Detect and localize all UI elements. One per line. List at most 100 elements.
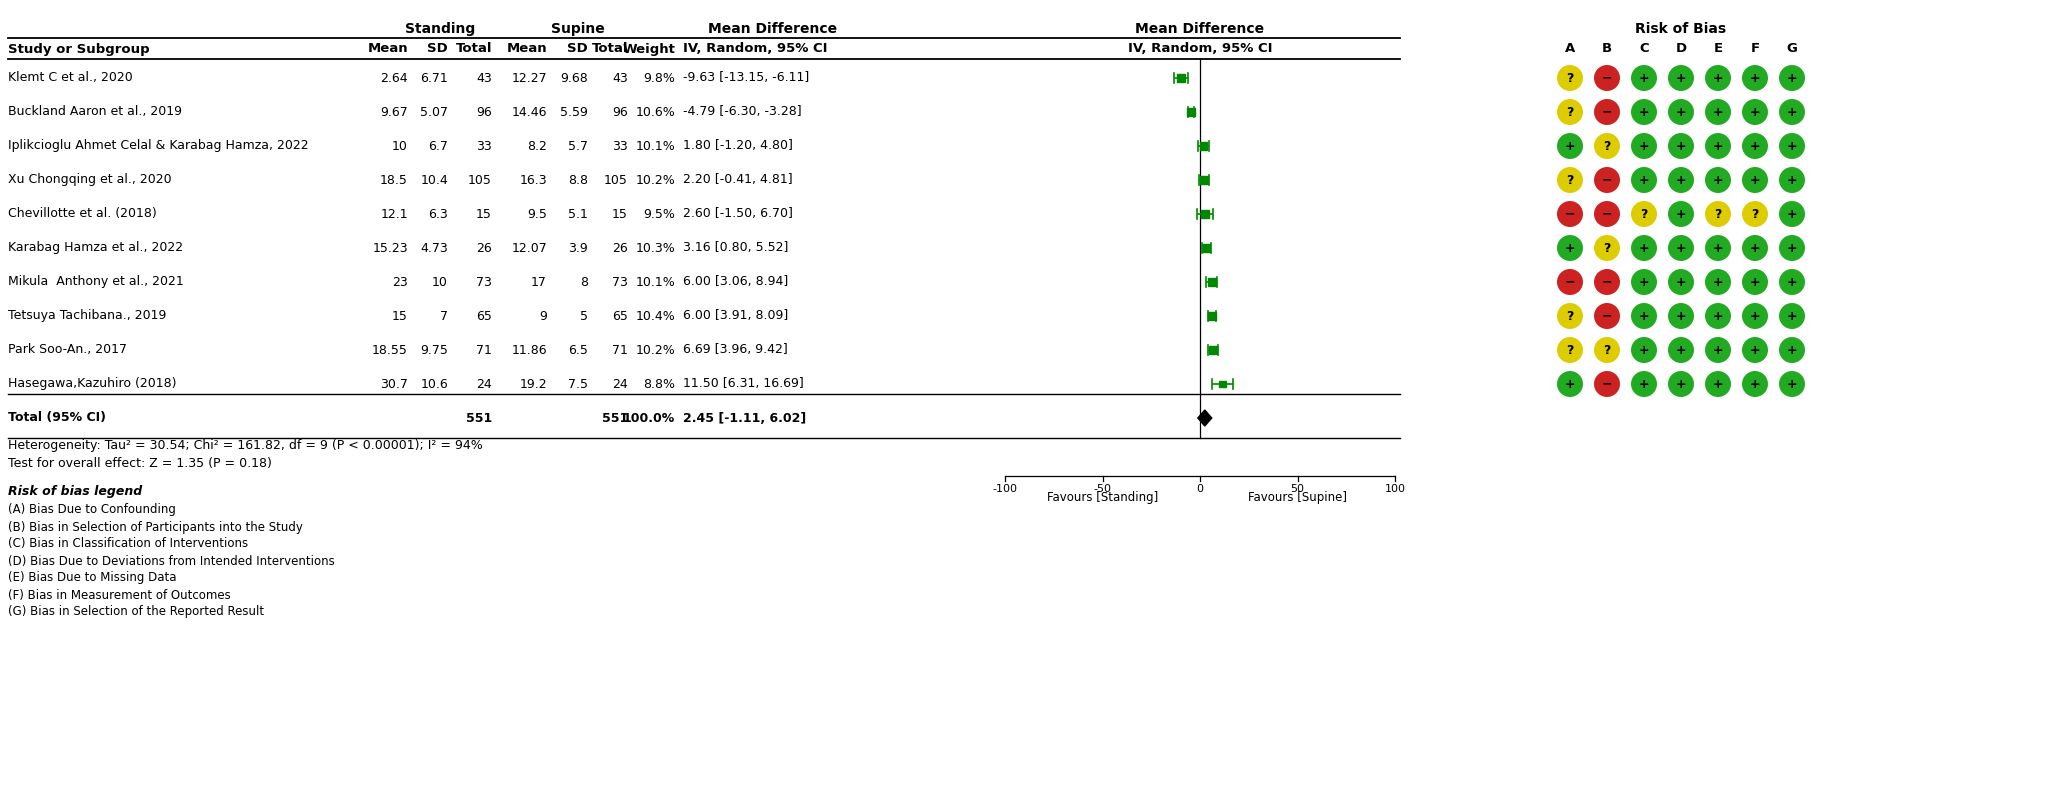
Circle shape [1779, 371, 1806, 397]
Text: (G) Bias in Selection of the Reported Result: (G) Bias in Selection of the Reported Re… [8, 606, 264, 619]
Text: 551: 551 [601, 411, 628, 424]
Circle shape [1742, 99, 1769, 125]
Text: −: − [1602, 310, 1612, 323]
Text: +: + [1565, 139, 1575, 152]
Circle shape [1631, 133, 1657, 159]
Text: 15: 15 [476, 208, 492, 221]
Text: 33: 33 [476, 139, 492, 152]
Text: Test for overall effect: Z = 1.35 (P = 0.18): Test for overall effect: Z = 1.35 (P = 0… [8, 457, 272, 470]
Circle shape [1705, 269, 1732, 295]
Circle shape [1742, 235, 1769, 261]
Text: +: + [1713, 344, 1723, 357]
Text: +: + [1639, 242, 1649, 255]
Circle shape [1631, 167, 1657, 193]
Bar [1202, 210, 1209, 217]
Text: E: E [1713, 42, 1723, 55]
Text: 71: 71 [612, 344, 628, 357]
Text: Mean Difference: Mean Difference [708, 22, 838, 36]
Text: +: + [1750, 344, 1760, 357]
Text: −: − [1602, 377, 1612, 391]
Text: 73: 73 [476, 276, 492, 289]
Text: 10: 10 [432, 276, 449, 289]
Text: 9.75: 9.75 [420, 344, 449, 357]
Text: 24: 24 [476, 377, 492, 391]
Circle shape [1668, 65, 1695, 91]
Circle shape [1668, 99, 1695, 125]
Text: 6.7: 6.7 [428, 139, 449, 152]
Text: (A) Bias Due to Confounding: (A) Bias Due to Confounding [8, 504, 175, 517]
Text: 3.16 [0.80, 5.52]: 3.16 [0.80, 5.52] [684, 242, 789, 255]
Text: +: + [1713, 71, 1723, 84]
Circle shape [1557, 65, 1583, 91]
Circle shape [1742, 167, 1769, 193]
Text: 12.07: 12.07 [511, 242, 548, 255]
Circle shape [1557, 235, 1583, 261]
Text: Iplikcioglu Ahmet Celal & Karabag Hamza, 2022: Iplikcioglu Ahmet Celal & Karabag Hamza,… [8, 139, 309, 152]
Text: Karabag Hamza et al., 2022: Karabag Hamza et al., 2022 [8, 242, 183, 255]
Text: SD: SD [428, 42, 449, 55]
Text: +: + [1750, 242, 1760, 255]
Text: +: + [1676, 344, 1686, 357]
Circle shape [1594, 303, 1620, 329]
Bar [1209, 312, 1215, 320]
Text: +: + [1676, 174, 1686, 187]
Circle shape [1631, 99, 1657, 125]
Text: 6.00 [3.06, 8.94]: 6.00 [3.06, 8.94] [684, 276, 789, 289]
Text: ?: ? [1641, 208, 1647, 221]
Text: Risk of bias legend: Risk of bias legend [8, 486, 142, 499]
Circle shape [1594, 167, 1620, 193]
Text: -9.63 [-13.15, -6.11]: -9.63 [-13.15, -6.11] [684, 71, 809, 84]
Text: 15.23: 15.23 [373, 242, 408, 255]
Text: 5.07: 5.07 [420, 105, 449, 118]
Text: 7.5: 7.5 [568, 377, 589, 391]
Text: 17: 17 [531, 276, 548, 289]
Text: 9.67: 9.67 [381, 105, 408, 118]
Text: 24: 24 [612, 377, 628, 391]
Text: Supine: Supine [550, 22, 605, 36]
Circle shape [1668, 337, 1695, 363]
Circle shape [1594, 99, 1620, 125]
Text: +: + [1639, 71, 1649, 84]
Text: +: + [1639, 174, 1649, 187]
Text: 5: 5 [581, 310, 589, 323]
Circle shape [1631, 269, 1657, 295]
Text: 26: 26 [476, 242, 492, 255]
Text: D: D [1676, 42, 1686, 55]
Text: 30.7: 30.7 [381, 377, 408, 391]
Text: F: F [1750, 42, 1760, 55]
Text: +: + [1787, 242, 1798, 255]
Circle shape [1779, 133, 1806, 159]
Circle shape [1631, 65, 1657, 91]
Bar [1209, 346, 1217, 354]
Text: 10.1%: 10.1% [636, 276, 675, 289]
Text: 2.64: 2.64 [381, 71, 408, 84]
Text: 33: 33 [612, 139, 628, 152]
Text: 2.45 [-1.11, 6.02]: 2.45 [-1.11, 6.02] [684, 411, 807, 424]
Circle shape [1705, 167, 1732, 193]
Text: +: + [1750, 276, 1760, 289]
Bar [1219, 380, 1225, 388]
Circle shape [1594, 337, 1620, 363]
Text: 5.1: 5.1 [568, 208, 589, 221]
Text: 10.3%: 10.3% [636, 242, 675, 255]
Text: ?: ? [1567, 105, 1573, 118]
Circle shape [1557, 133, 1583, 159]
Text: 100: 100 [1384, 484, 1406, 494]
Text: ?: ? [1604, 139, 1610, 152]
Text: 14.46: 14.46 [511, 105, 548, 118]
Text: 8.2: 8.2 [527, 139, 548, 152]
Bar [1209, 278, 1215, 285]
Text: −: − [1602, 208, 1612, 221]
Text: 65: 65 [476, 310, 492, 323]
Text: ?: ? [1567, 174, 1573, 187]
Circle shape [1779, 269, 1806, 295]
Text: Favours [Standing]: Favours [Standing] [1046, 491, 1157, 504]
Circle shape [1779, 167, 1806, 193]
Text: 10.4: 10.4 [420, 174, 449, 187]
Circle shape [1594, 65, 1620, 91]
Text: IV, Random, 95% CI: IV, Random, 95% CI [684, 42, 828, 55]
Text: 15: 15 [612, 208, 628, 221]
Text: -100: -100 [992, 484, 1017, 494]
Text: (E) Bias Due to Missing Data: (E) Bias Due to Missing Data [8, 572, 177, 585]
Text: +: + [1750, 71, 1760, 84]
